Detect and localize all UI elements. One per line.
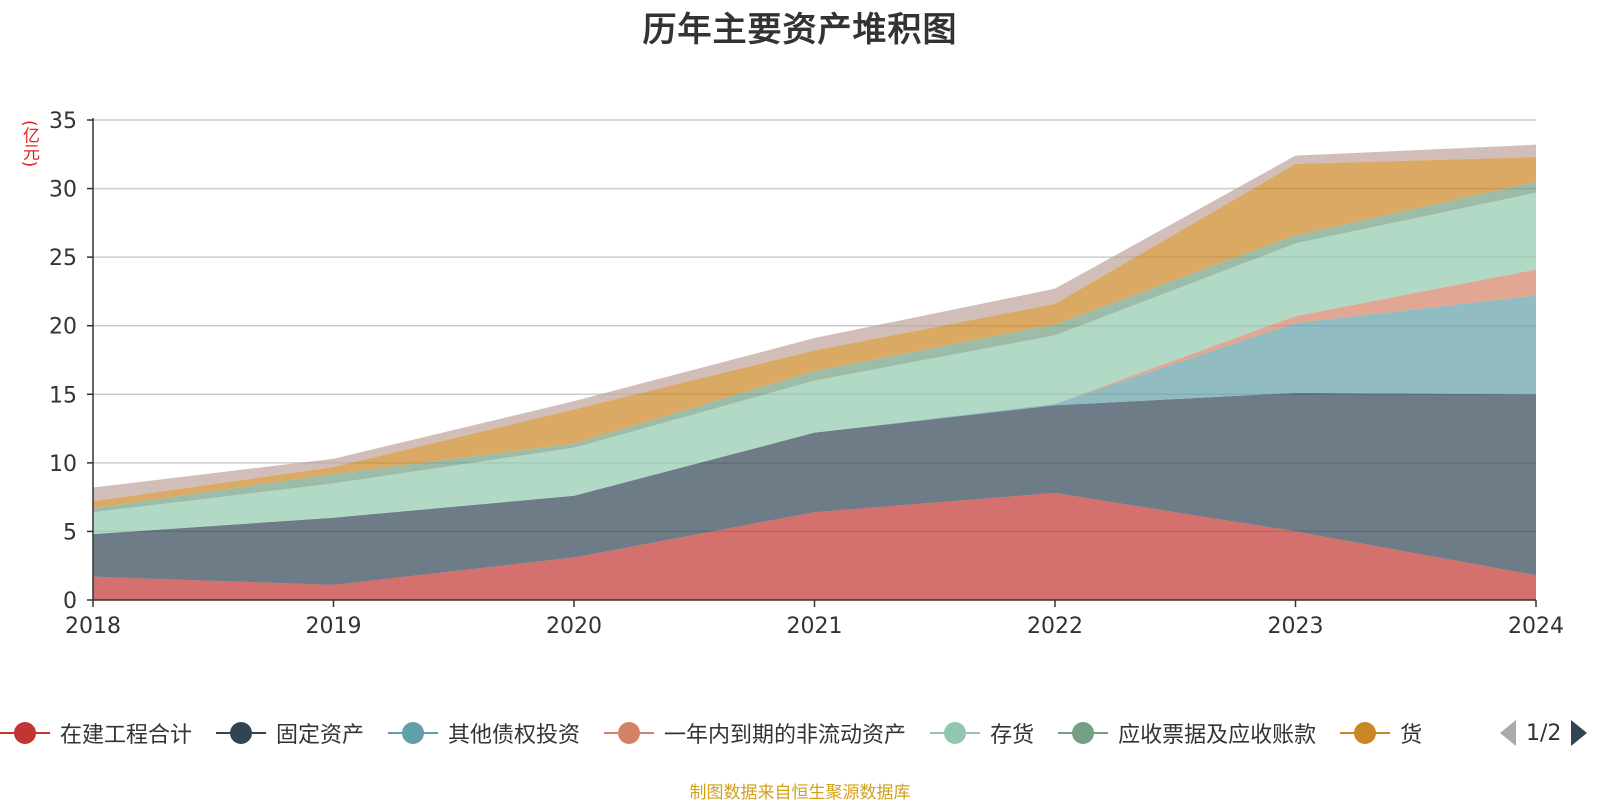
legend-label: 货 bbox=[1400, 723, 1423, 748]
legend-item-4[interactable]: 一年内到期的非流动资产 bbox=[604, 713, 906, 753]
series-area-2[interactable] bbox=[93, 392, 1536, 585]
legend-marker-icon bbox=[1058, 720, 1109, 746]
legend-marker-icon bbox=[1340, 720, 1391, 746]
chart-plot: 0 5 10 15 20 25 30 35 2018 2019 2020 2021 2022 2023 20… bbox=[49, 109, 1564, 639]
series-area-8[interactable] bbox=[93, 144, 1536, 502]
y-axis-unit-label: (亿元) bbox=[19, 120, 39, 168]
y-tick-label: 35 bbox=[49, 109, 77, 134]
legend-marker-icon bbox=[216, 720, 267, 746]
y-tick-label: 5 bbox=[63, 520, 77, 545]
y-tick-label: 25 bbox=[49, 246, 77, 271]
legend-item-3[interactable]: 其他债权投资 bbox=[388, 713, 580, 753]
x-tick-label: 2018 bbox=[65, 614, 121, 639]
data-source-note: 制图数据来自恒生聚源数据库 bbox=[689, 783, 911, 800]
chart-title: 历年主要资产堆积图 bbox=[642, 10, 958, 50]
series-area-6[interactable] bbox=[93, 181, 1536, 513]
x-tick-label: 2024 bbox=[1508, 614, 1564, 639]
legend-item-1[interactable]: 在建工程合计 bbox=[0, 713, 192, 753]
legend-label: 其他债权投资 bbox=[448, 723, 581, 748]
legend-label: 一年内到期的非流动资产 bbox=[664, 723, 907, 748]
legend-next-page-icon[interactable] bbox=[1571, 720, 1588, 746]
legend-marker-icon bbox=[930, 720, 981, 746]
series-area-5[interactable] bbox=[93, 192, 1536, 535]
legend-item-6[interactable]: 应收票据及应收账款 bbox=[1058, 713, 1316, 753]
legend-pager: 1/2 bbox=[1500, 713, 1588, 753]
legend-label: 应收票据及应收账款 bbox=[1118, 723, 1317, 748]
legend-item-7[interactable]: 货 bbox=[1340, 713, 1422, 753]
y-tick-label: 15 bbox=[49, 383, 77, 408]
legend-label: 固定资产 bbox=[276, 723, 365, 748]
y-tick-label: 10 bbox=[49, 452, 77, 477]
y-tick-label: 20 bbox=[49, 315, 77, 340]
legend-item-5[interactable]: 存货 bbox=[930, 713, 1034, 753]
x-tick-label: 2022 bbox=[1027, 614, 1083, 639]
x-tick-label: 2021 bbox=[787, 614, 843, 639]
y-tick-label: 0 bbox=[63, 589, 77, 614]
legend: 在建工程合计 固定资产 其他债权投资 一年内到期的非流动资产 存货 应收票据及应收账款 货 bbox=[0, 713, 1600, 753]
legend-label: 存货 bbox=[990, 723, 1035, 748]
x-tick-label: 2020 bbox=[546, 614, 602, 639]
series-area-7[interactable] bbox=[93, 157, 1536, 509]
legend-marker-icon bbox=[0, 720, 50, 746]
legend-page-indicator: 1/2 bbox=[1526, 720, 1562, 746]
legend-prev-page-icon[interactable] bbox=[1500, 720, 1516, 746]
x-tick-label: 2019 bbox=[306, 614, 362, 639]
series-area-1[interactable] bbox=[93, 493, 1536, 600]
legend-items: 在建工程合计 固定资产 其他债权投资 一年内到期的非流动资产 存货 应收票据及应收账款 货 bbox=[0, 713, 1475, 753]
series-area-3[interactable] bbox=[93, 295, 1536, 535]
x-tick-label: 2023 bbox=[1268, 614, 1324, 639]
legend-label: 在建工程合计 bbox=[60, 723, 193, 748]
y-tick-label: 30 bbox=[49, 178, 77, 203]
legend-marker-icon bbox=[388, 720, 439, 746]
legend-item-2[interactable]: 固定资产 bbox=[216, 713, 364, 753]
legend-marker-icon bbox=[604, 720, 655, 746]
